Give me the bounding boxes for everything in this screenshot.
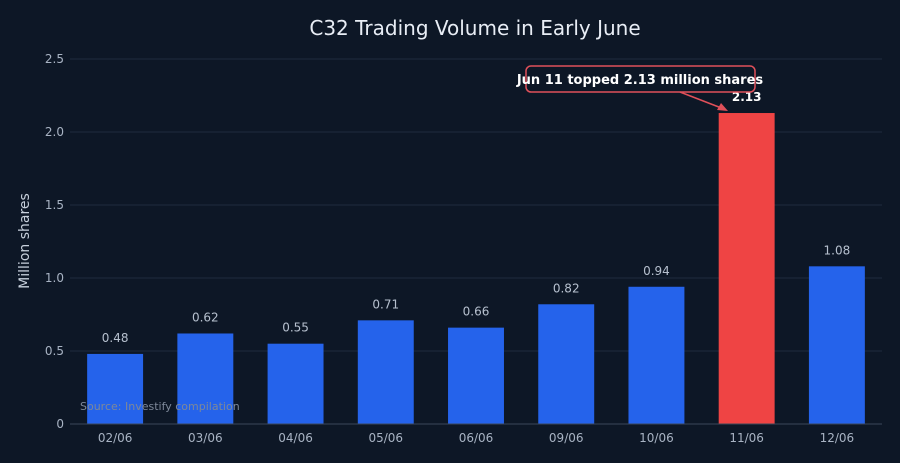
annotation: Jun 11 topped 2.13 million shares bbox=[516, 65, 764, 111]
bar-value-label: 0.94 bbox=[643, 264, 670, 278]
x-tick-label: 04/06 bbox=[278, 431, 313, 445]
data-labels: 0.48 0.62 0.55 0.71 0.66 0.82 0.94 2.13 1.08 bbox=[102, 90, 850, 345]
x-tick-label: 06/06 bbox=[459, 431, 494, 445]
annotation-arrowhead bbox=[717, 103, 728, 111]
bar bbox=[448, 327, 504, 424]
bar bbox=[628, 286, 685, 424]
x-tick-label: 03/06 bbox=[188, 431, 223, 445]
bar-value-label: 0.82 bbox=[553, 281, 580, 295]
x-tick-label: 09/06 bbox=[549, 431, 584, 445]
x-tick-label: 10/06 bbox=[639, 431, 674, 445]
bar bbox=[177, 333, 234, 424]
y-axis: 0 0.5 1.0 1.5 2.0 2.5 bbox=[45, 52, 64, 431]
y-tick-label: 1.5 bbox=[45, 198, 64, 212]
x-tick-label: 11/06 bbox=[729, 431, 764, 445]
bar bbox=[718, 113, 775, 425]
y-axis-label: Million shares bbox=[17, 193, 33, 289]
bar-value-label: 0.48 bbox=[102, 331, 129, 345]
x-tick-label: 05/06 bbox=[368, 431, 403, 445]
bar bbox=[808, 266, 865, 424]
bar bbox=[87, 353, 144, 424]
y-tick-label: 2.0 bbox=[45, 125, 64, 139]
y-tick-label: 2.5 bbox=[45, 52, 64, 66]
x-tick-label: 02/06 bbox=[98, 431, 133, 445]
bar-value-label: 2.13 bbox=[732, 90, 762, 104]
x-tick-label: 12/06 bbox=[820, 431, 855, 445]
y-tick-label: 1.0 bbox=[45, 271, 64, 285]
bar-value-label: 1.08 bbox=[824, 243, 851, 257]
bar-value-label: 0.62 bbox=[192, 310, 219, 324]
x-axis: 02/06 03/06 04/06 05/06 06/06 09/06 10/06 11/06… bbox=[98, 431, 854, 445]
annotation-box bbox=[525, 65, 756, 93]
y-tick-label: 0.5 bbox=[45, 344, 64, 358]
bar-value-label: 0.71 bbox=[372, 297, 399, 311]
bar-value-label: 0.55 bbox=[282, 321, 309, 335]
bar bbox=[357, 320, 414, 424]
chart-title: C32 Trading Volume in Early June bbox=[309, 16, 640, 40]
annotation-text: Jun 11 topped 2.13 million shares bbox=[516, 73, 764, 88]
annotation-arrow bbox=[679, 91, 725, 110]
bars bbox=[87, 113, 865, 425]
bar bbox=[267, 343, 324, 424]
bar bbox=[538, 304, 595, 424]
y-tick-label: 0 bbox=[56, 417, 64, 431]
bar-value-label: 0.66 bbox=[463, 305, 490, 319]
source-note: Source: Investify compilation bbox=[80, 400, 240, 413]
